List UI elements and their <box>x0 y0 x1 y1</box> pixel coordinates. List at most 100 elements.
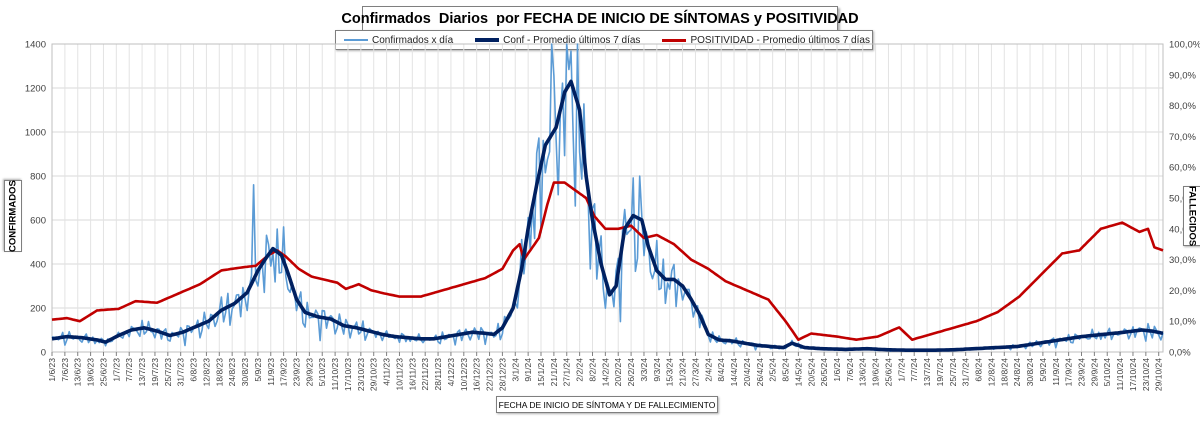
x-tick-label: 20/2/24 <box>613 358 623 387</box>
legend-label-avg7: Conf - Promedio últimos 7 días <box>503 34 641 46</box>
x-tick-label: 20/5/24 <box>806 358 816 387</box>
x-tick-label: 19/6/24 <box>871 358 881 387</box>
x-axis-title: FECHA DE INICIO DE SÍNTOMA Y DE FALLECIM… <box>496 396 718 413</box>
x-tick-label: 19/7/24 <box>935 358 945 387</box>
y-right-tick-label: 20,0% <box>1169 286 1196 297</box>
x-tick-label: 7/7/23 <box>124 358 134 382</box>
x-tick-label: 11/9/23 <box>266 358 276 386</box>
chart-title: Confirmados Diarios por FECHA DE INICIO … <box>341 6 859 32</box>
x-tick-label: 27/1/24 <box>562 358 572 387</box>
x-tick-label: 5/10/23 <box>317 358 327 387</box>
x-tick-label: 4/11/23 <box>382 358 392 386</box>
x-tick-label: 21/3/24 <box>678 358 688 387</box>
x-tick-label: 25/6/23 <box>98 358 108 387</box>
legend-label-positividad: POSITIVIDAD - Promedio últimos 7 días <box>690 34 870 46</box>
x-tick-label: 12/8/23 <box>201 358 211 387</box>
line-confirmados-x-dia <box>51 43 1164 352</box>
x-tick-label: 23/10/24 <box>1141 358 1151 391</box>
x-tick-label: 5/9/23 <box>253 358 263 382</box>
x-tick-label: 11/10/23 <box>330 358 340 391</box>
legend-swatch-avg7 <box>475 38 500 42</box>
x-tick-label: 13/6/23 <box>73 358 83 387</box>
x-tick-label: 2/5/24 <box>768 358 778 382</box>
y-axis-left-title: CONFIRMADOS <box>4 180 22 252</box>
x-tick-label: 23/9/24 <box>1076 358 1086 387</box>
x-tick-label: 6/8/24 <box>974 358 984 382</box>
y-axis-right: 0,0% 10,0% 20,0% 30,0% 40,0% 50,0% 60,0% 70,0% 8… <box>1169 40 1200 359</box>
x-tick-label: 3/3/24 <box>639 358 649 382</box>
x-tick-label: 2/4/24 <box>703 358 713 382</box>
x-tick-label: 22/12/23 <box>485 358 495 391</box>
legend-item-daily: Confirmados x día <box>344 35 453 46</box>
y-left-tick-label: 0 <box>41 348 46 359</box>
series-confirmados-x-dia <box>51 43 1164 352</box>
y-left-tick-label: 1400 <box>25 40 46 51</box>
legend-label-daily: Confirmados x día <box>372 34 454 46</box>
x-tick-label: 15/3/24 <box>665 358 675 387</box>
x-tick-label: 11/10/24 <box>1115 358 1125 391</box>
x-tick-label: 29/10/23 <box>369 358 379 391</box>
x-tick-label: 25/7/24 <box>948 358 958 387</box>
x-axis: 1/6/23 7/6/23 13/6/23 19/6/23 25/6/23 1/7/23 7… <box>47 352 1164 391</box>
x-tick-label: 24/8/23 <box>227 358 237 387</box>
x-tick-label: 22/11/23 <box>420 358 430 391</box>
x-tick-label: 1/7/23 <box>111 358 121 382</box>
y-right-tick-label: 30,0% <box>1169 255 1196 266</box>
x-tick-label: 13/7/23 <box>137 358 147 387</box>
series-positividad <box>51 181 1164 341</box>
x-tick-label: 2/2/24 <box>575 358 585 382</box>
x-tick-label: 7/6/24 <box>845 358 855 382</box>
y-right-tick-label: 80,0% <box>1169 101 1196 112</box>
x-tick-label: 6/8/23 <box>189 358 199 382</box>
x-tick-label: 13/6/24 <box>858 358 868 387</box>
x-tick-label: 11/9/24 <box>1051 358 1061 386</box>
y-right-tick-label: 100,0% <box>1169 40 1200 51</box>
x-tick-label: 31/7/23 <box>176 358 186 387</box>
x-tick-label: 26/2/24 <box>626 358 636 387</box>
x-tick-label: 21/1/24 <box>549 358 559 387</box>
x-tick-label: 14/4/24 <box>729 358 739 387</box>
series-promedio-7-dias <box>51 79 1164 352</box>
x-tick-label: 10/11/23 <box>394 358 404 391</box>
line-positividad <box>51 181 1164 341</box>
x-tick-label: 5/9/24 <box>1038 358 1048 382</box>
legend-swatch-positividad <box>662 38 687 42</box>
y-left-tick-label: 1200 <box>25 84 46 95</box>
x-tick-label: 30/8/24 <box>1025 358 1035 387</box>
y-right-tick-label: 10,0% <box>1169 317 1196 328</box>
x-tick-label: 19/7/23 <box>150 358 160 387</box>
x-tick-label: 19/6/23 <box>86 358 96 387</box>
x-tick-label: 25/6/24 <box>883 358 893 387</box>
x-tick-label: 13/7/24 <box>922 358 932 387</box>
y-right-tick-label: 50,0% <box>1169 194 1196 205</box>
x-tick-label: 14/5/24 <box>793 358 803 387</box>
y-axis-right-title: FALLECIDOS <box>1183 186 1200 246</box>
x-tick-label: 31/7/24 <box>961 358 971 387</box>
y-left-tick-label: 600 <box>30 216 46 227</box>
x-tick-label: 8/2/24 <box>587 358 597 382</box>
x-tick-label: 7/6/23 <box>60 358 70 382</box>
x-tick-label: 17/10/24 <box>1128 358 1138 391</box>
legend-item-avg7: Conf - Promedio últimos 7 días <box>475 35 640 46</box>
x-tick-label: 20/4/24 <box>742 358 752 387</box>
plot-border <box>51 43 1164 353</box>
x-tick-label: 16/11/23 <box>407 358 417 391</box>
x-tick-label: 1/6/24 <box>832 358 842 382</box>
x-tick-label: 3/1/24 <box>510 358 520 382</box>
x-tick-label: 26/4/24 <box>755 358 765 387</box>
x-tick-label: 18/8/24 <box>999 358 1009 387</box>
x-tick-label: 26/5/24 <box>819 358 829 387</box>
x-tick-label: 17/9/23 <box>279 358 289 387</box>
gridlines <box>51 43 1164 353</box>
y-right-tick-label: 0,0% <box>1169 348 1191 359</box>
legend-swatch-daily <box>344 39 368 41</box>
x-tick-label: 17/10/23 <box>343 358 353 391</box>
x-tick-label: 1/7/24 <box>896 358 906 382</box>
x-tick-label: 25/7/23 <box>163 358 173 387</box>
x-tick-label: 27/3/24 <box>690 358 700 387</box>
y-right-tick-label: 70,0% <box>1169 132 1196 143</box>
legend-item-positividad: POSITIVIDAD - Promedio últimos 7 días <box>662 35 870 46</box>
x-tick-label: 28/12/23 <box>497 358 507 391</box>
x-tick-label: 12/8/24 <box>986 358 996 387</box>
